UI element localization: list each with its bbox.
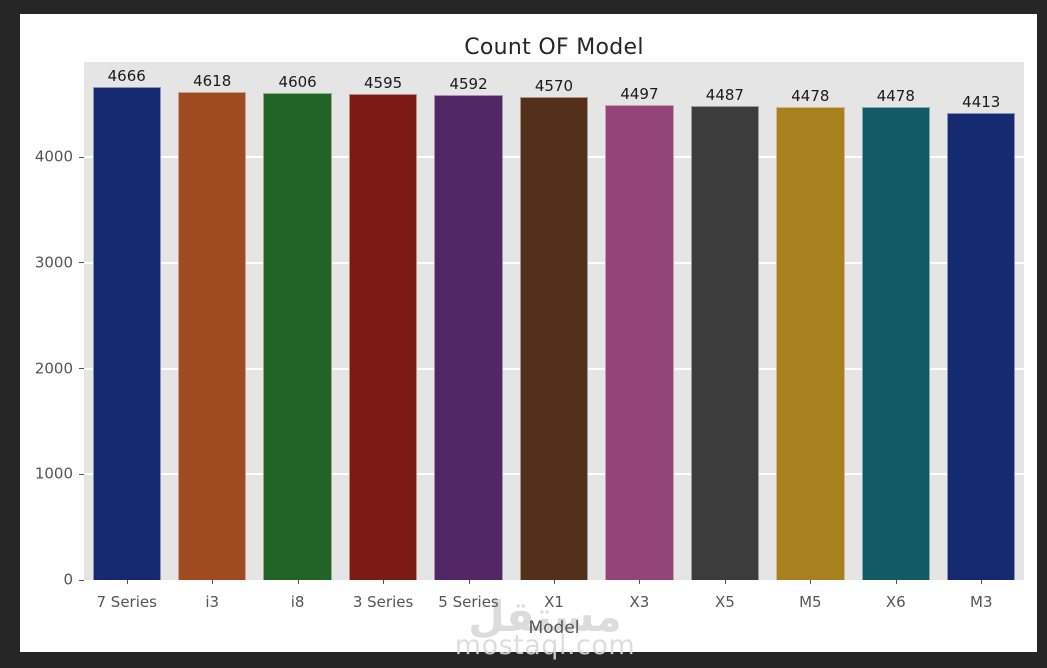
x-tick-mark xyxy=(468,580,470,584)
x-tick-mark xyxy=(383,580,385,584)
x-tick-label-X6: X6 xyxy=(885,593,906,611)
y-tick-mark xyxy=(79,156,84,158)
x-tick-label-M3: M3 xyxy=(970,593,993,611)
y-tick-mark xyxy=(79,473,84,475)
x-tick-label-X5: X5 xyxy=(714,593,735,611)
watermark-domain-text: mostaql.com xyxy=(454,630,636,662)
bar-slot: 5 Series 4592 xyxy=(426,62,511,611)
x-tick-label-i3: i3 xyxy=(205,593,220,611)
chart-title: Count OF Model xyxy=(464,35,644,60)
x-tick-label-7 Series: 7 Series xyxy=(96,593,157,611)
bar-i8: 4606 xyxy=(263,73,332,580)
watermark-arabic-logo: مستقل xyxy=(468,592,622,641)
bar-X6: 4478 xyxy=(861,87,930,580)
y-tick-label: 3000 xyxy=(34,253,73,272)
y-tick-mark xyxy=(79,368,84,370)
x-tick-label-3 Series: 3 Series xyxy=(352,593,414,611)
x-tick-label-i8: i8 xyxy=(290,593,305,611)
x-tick-mark xyxy=(297,580,299,584)
x-axis-label: Model xyxy=(528,618,580,638)
x-tick-mark xyxy=(724,580,726,584)
bar-value-label: 4606 xyxy=(278,73,317,92)
y-tick-mark xyxy=(79,262,84,264)
x-tick-mark xyxy=(981,580,983,584)
x-tick-label-M5: M5 xyxy=(799,593,822,611)
x-tick-mark xyxy=(212,580,214,584)
watermark: مستقل mostaql.com xyxy=(425,592,665,662)
y-tick-label: 0 xyxy=(63,570,73,589)
bar-value-label: 4618 xyxy=(193,71,232,90)
bar-value-label: 4592 xyxy=(449,74,488,93)
bar-value-label: 4413 xyxy=(962,93,1001,112)
y-tick-label: 1000 xyxy=(34,464,73,483)
bar-M3: 4413 xyxy=(947,93,1016,580)
bar-X5: 4487 xyxy=(690,86,760,580)
bar-slot: 7 Series 4666 xyxy=(84,62,169,611)
x-tick-label-5 Series: 5 Series xyxy=(438,593,499,611)
bar-5 Series: 4592 xyxy=(434,75,503,580)
bar-slot: X1 4570 xyxy=(511,62,596,611)
bar-value-label: 4478 xyxy=(791,86,830,105)
bar-value-label: 4497 xyxy=(620,84,659,103)
bar-slot: X3 4497 xyxy=(597,62,682,611)
y-tick-mark xyxy=(79,579,84,581)
bar-3 Series: 4595 xyxy=(348,74,418,580)
x-tick-mark xyxy=(810,580,812,584)
bar-X3: 4497 xyxy=(605,85,674,580)
bar-X1: 4570 xyxy=(519,77,589,580)
bar-value-label: 4570 xyxy=(534,76,574,95)
y-tick-label: 2000 xyxy=(34,359,73,378)
y-tick-label: 4000 xyxy=(34,147,73,166)
x-tick-mark xyxy=(553,580,555,584)
bar-value-label: 4595 xyxy=(363,74,403,93)
bar-slot: X6 4478 xyxy=(853,62,938,611)
bar-slot: X5 4487 xyxy=(682,62,767,611)
bar-slot: 3 Series 4595 xyxy=(340,62,425,611)
bar-slot: M3 4413 xyxy=(939,62,1024,611)
x-tick-mark xyxy=(126,580,128,584)
plot-area: 0 1000 2000 3000 4000 7 Series 4666 i3 4618 i8 460… xyxy=(35,62,1024,611)
bar-i3: 4618 xyxy=(178,72,247,580)
bar-M5: 4478 xyxy=(776,87,845,580)
bar-value-label: 4487 xyxy=(705,85,744,104)
x-tick-mark xyxy=(895,580,897,584)
bar-slot: i8 4606 xyxy=(255,62,340,611)
chart-figure: Count OF Model 0 1000 2000 3000 4000 7 Series… xyxy=(20,14,1037,661)
bar-value-label: 4666 xyxy=(107,66,146,85)
bar-7 Series: 4666 xyxy=(92,67,161,580)
x-tick-mark xyxy=(639,580,641,584)
bar-slot: M5 4478 xyxy=(768,62,853,611)
bar-value-label: 4478 xyxy=(876,86,915,105)
x-tick-label-X1: X1 xyxy=(544,593,564,611)
x-tick-label-X3: X3 xyxy=(629,593,650,611)
bar-slot: i3 4618 xyxy=(169,62,254,611)
